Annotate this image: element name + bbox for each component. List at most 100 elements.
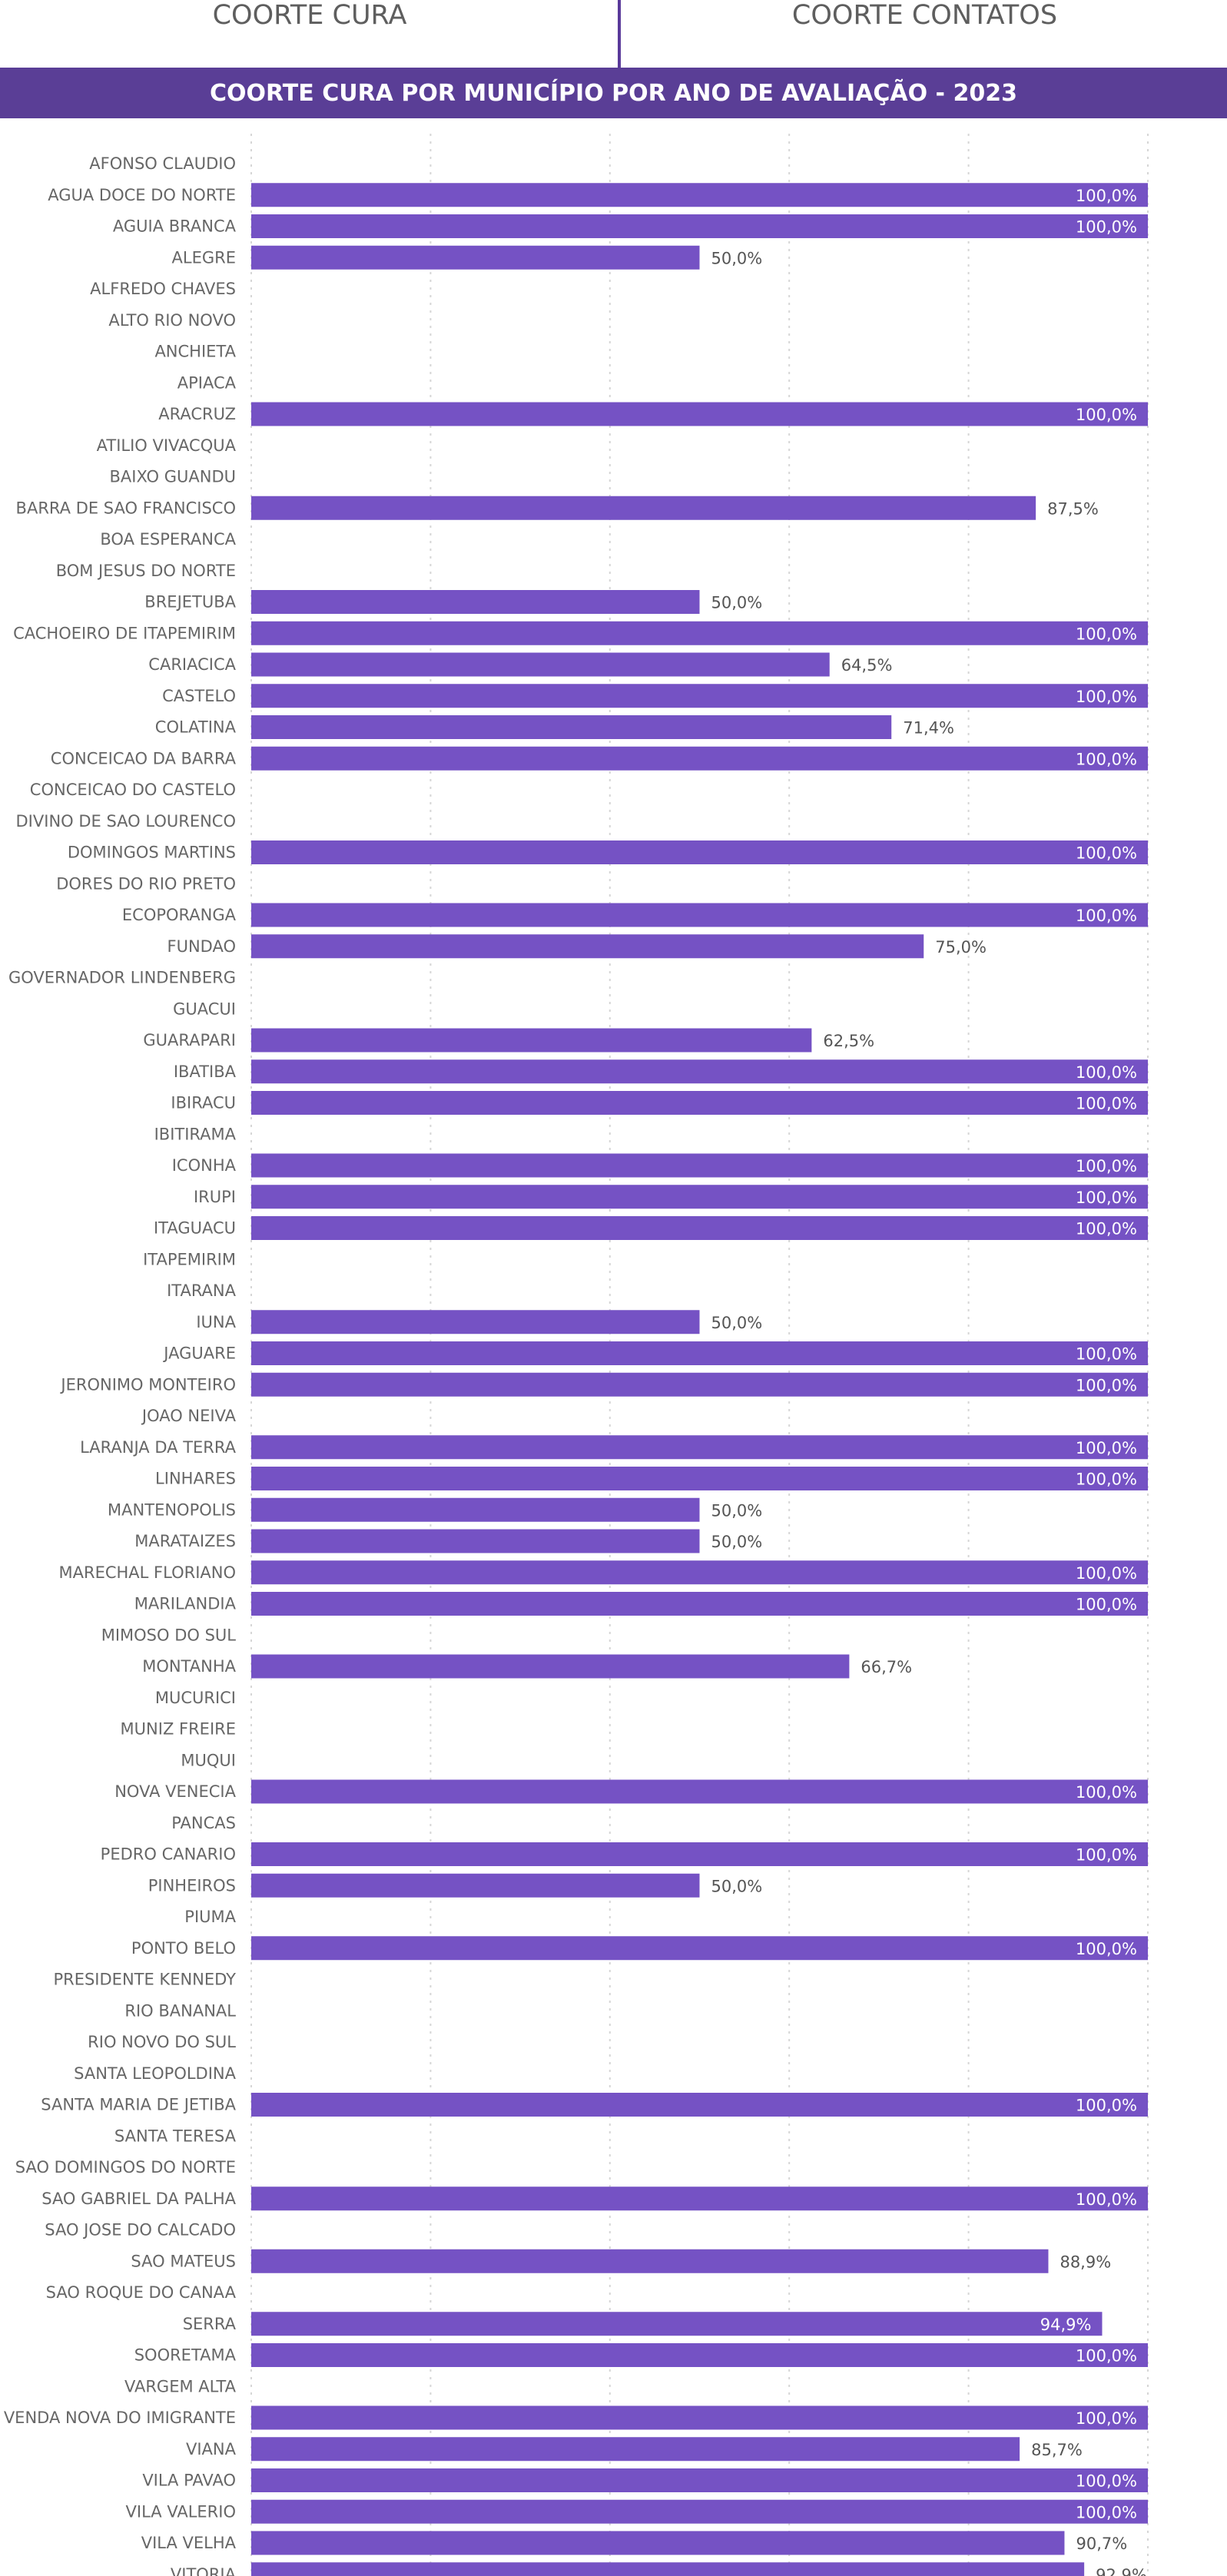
bar[interactable] bbox=[251, 2249, 1049, 2273]
data-label: 100,0% bbox=[1076, 2503, 1137, 2521]
category-label: MIMOSO DO SUL bbox=[101, 1626, 237, 1644]
data-label: 100,0% bbox=[1076, 1783, 1137, 1802]
bar[interactable] bbox=[251, 684, 1148, 708]
data-label: 100,0% bbox=[1076, 406, 1137, 424]
data-label: 100,0% bbox=[1076, 1470, 1137, 1489]
bar[interactable] bbox=[251, 183, 1148, 207]
bars bbox=[251, 183, 1148, 2576]
data-label: 100,0% bbox=[1076, 1095, 1137, 1113]
bar[interactable] bbox=[251, 2405, 1148, 2430]
category-label: SAO ROQUE DO CANAA bbox=[46, 2283, 237, 2302]
bar[interactable] bbox=[251, 1310, 700, 1334]
bar[interactable] bbox=[251, 652, 830, 677]
bar[interactable] bbox=[251, 1936, 1148, 1961]
bar[interactable] bbox=[251, 840, 1148, 864]
bar[interactable] bbox=[251, 1529, 700, 1553]
category-label: GOVERNADOR LINDENBERG bbox=[8, 969, 236, 987]
data-label: 100,0% bbox=[1076, 2190, 1137, 2209]
category-label: FUNDAO bbox=[167, 937, 237, 956]
bar[interactable] bbox=[251, 1435, 1148, 1460]
category-label: VENDA NOVA DO IMIGRANTE bbox=[4, 2409, 236, 2427]
bar[interactable] bbox=[251, 1059, 1148, 1084]
category-label: DOMINGOS MARTINS bbox=[68, 844, 236, 862]
category-label: GUACUI bbox=[173, 1000, 236, 1018]
bar[interactable] bbox=[251, 1497, 700, 1522]
data-label: 100,0% bbox=[1076, 625, 1137, 643]
data-label: 100,0% bbox=[1076, 1940, 1137, 1958]
bar[interactable] bbox=[251, 402, 1148, 426]
bar[interactable] bbox=[251, 2468, 1148, 2492]
category-label: GUARAPARI bbox=[143, 1031, 236, 1049]
data-label: 50,0% bbox=[711, 249, 763, 267]
category-label: BARRA DE SAO FRANCISCO bbox=[16, 499, 236, 517]
bar[interactable] bbox=[251, 746, 1148, 771]
category-label: VILA PAVAO bbox=[142, 2472, 236, 2490]
bar[interactable] bbox=[251, 496, 1036, 520]
data-label: 50,0% bbox=[711, 594, 763, 612]
bar[interactable] bbox=[251, 590, 700, 614]
category-label: IBIRACU bbox=[171, 1094, 236, 1112]
data-label: 50,0% bbox=[711, 1533, 763, 1551]
bar[interactable] bbox=[251, 621, 1148, 645]
bar[interactable] bbox=[251, 1216, 1148, 1240]
bar[interactable] bbox=[251, 2343, 1148, 2367]
bar-chart: AFONSO CLAUDIO AGUA DOCE DO NORTE AGUIA BR… bbox=[4, 134, 1149, 2576]
data-label: 100,0% bbox=[1076, 2472, 1137, 2491]
category-label: VILA VALERIO bbox=[126, 2502, 236, 2521]
bar[interactable] bbox=[251, 1873, 700, 1898]
data-label: 100,0% bbox=[1076, 1157, 1137, 1175]
bar[interactable] bbox=[251, 245, 700, 270]
bar[interactable] bbox=[251, 1153, 1148, 1178]
data-label: 50,0% bbox=[711, 1314, 763, 1332]
category-label: ITAPEMIRIM bbox=[143, 1250, 236, 1268]
bar[interactable] bbox=[251, 2186, 1148, 2211]
bar[interactable] bbox=[251, 1091, 1148, 1115]
data-label: 100,0% bbox=[1076, 218, 1137, 237]
category-label: APIACA bbox=[177, 373, 237, 392]
bar[interactable] bbox=[251, 1592, 1148, 1616]
bar[interactable] bbox=[251, 2531, 1065, 2555]
category-label: BAIXO GUANDU bbox=[110, 468, 236, 486]
bar[interactable] bbox=[251, 1467, 1148, 1490]
category-label: MUCURICI bbox=[155, 1689, 236, 1707]
category-label: SERRA bbox=[183, 2315, 237, 2333]
tab-coorte-contatos[interactable]: COORTE CONTATOS bbox=[791, 0, 1058, 31]
category-labels: AFONSO CLAUDIO AGUA DOCE DO NORTE AGUIA BR… bbox=[4, 154, 237, 2576]
bar[interactable] bbox=[251, 715, 892, 739]
bar[interactable] bbox=[251, 1185, 1148, 1209]
bar[interactable] bbox=[251, 1560, 1148, 1585]
bar[interactable] bbox=[251, 2562, 1085, 2576]
bar[interactable] bbox=[251, 1372, 1148, 1397]
category-label: IUNA bbox=[196, 1313, 236, 1331]
category-label: MANTENOPOLIS bbox=[108, 1500, 236, 1519]
category-label: AGUA DOCE DO NORTE bbox=[48, 186, 236, 204]
category-label: JAGUARE bbox=[162, 1344, 236, 1363]
bar[interactable] bbox=[251, 214, 1148, 238]
bar[interactable] bbox=[251, 1028, 812, 1053]
bar[interactable] bbox=[251, 1341, 1148, 1365]
data-label: 100,0% bbox=[1076, 2347, 1137, 2365]
bar[interactable] bbox=[251, 1842, 1148, 1866]
category-label: MUQUI bbox=[181, 1751, 236, 1769]
category-label: JERONIMO MONTEIRO bbox=[59, 1375, 236, 1394]
data-label: 66,7% bbox=[861, 1658, 912, 1676]
bar[interactable] bbox=[251, 903, 1148, 927]
bar[interactable] bbox=[251, 2437, 1020, 2462]
data-label: 100,0% bbox=[1076, 750, 1137, 768]
category-label: CACHOEIRO DE ITAPEMIRIM bbox=[13, 624, 236, 642]
bar[interactable] bbox=[251, 2499, 1148, 2524]
category-label: ALTO RIO NOVO bbox=[108, 311, 236, 330]
data-label: 85,7% bbox=[1031, 2441, 1083, 2459]
category-label: ITARANA bbox=[167, 1281, 237, 1300]
bar[interactable] bbox=[251, 2312, 1103, 2336]
tab-coorte-cura[interactable]: COORTE CURA bbox=[212, 0, 407, 31]
bar[interactable] bbox=[251, 1654, 850, 1679]
chart-title-bar: COORTE CURA POR MUNICÍPIO POR ANO DE AVA… bbox=[0, 68, 1227, 118]
bar[interactable] bbox=[251, 1779, 1148, 1804]
bar[interactable] bbox=[251, 934, 924, 959]
data-label: 62,5% bbox=[823, 1032, 874, 1050]
bar[interactable] bbox=[251, 2093, 1148, 2117]
category-label: AGUIA BRANCA bbox=[113, 217, 237, 236]
category-label: SAO JOSE DO CALCADO bbox=[45, 2221, 236, 2239]
value-labels: 100,0% 100,0% 50,0% 100,0% 87,5% 50,0% 100,0% 6… bbox=[711, 187, 1147, 2576]
